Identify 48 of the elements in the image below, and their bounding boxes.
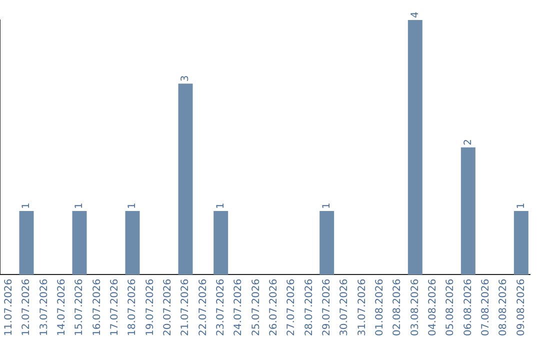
- x-tick-label: 25.07.2026: [250, 278, 262, 336]
- data-label: 1: [516, 202, 527, 210]
- x-tick-label: 03.08.2026: [410, 278, 421, 336]
- data-label: 4: [410, 12, 421, 18]
- x-tick-label: 19.07.2026: [144, 278, 156, 336]
- x-tick-label: 18.07.2026: [127, 278, 138, 336]
- bar: [320, 211, 334, 275]
- x-tick-label: 26.07.2026: [268, 278, 280, 336]
- x-tick-label: 04.08.2026: [427, 278, 438, 336]
- x-tick-label: 21.07.2026: [180, 278, 192, 336]
- x-tick-label: 05.08.2026: [445, 278, 456, 336]
- x-tick-label: 23.07.2026: [215, 278, 226, 336]
- data-label: 1: [127, 202, 138, 210]
- data-label: 1: [21, 202, 32, 210]
- x-tick-label: 15.07.2026: [74, 278, 86, 336]
- x-tick-label: 16.07.2026: [92, 278, 103, 336]
- data-label: 1: [321, 202, 332, 210]
- x-tick-label: 09.08.2026: [516, 278, 527, 336]
- bar: [178, 84, 193, 275]
- x-tick-label: 20.07.2026: [162, 278, 174, 336]
- x-tick-label: 24.07.2026: [233, 278, 244, 336]
- data-label: 3: [180, 75, 192, 82]
- x-tick-label: 11.07.2026: [3, 278, 14, 336]
- x-tick-label: 30.07.2026: [339, 278, 350, 336]
- bar: [19, 211, 34, 275]
- x-tick-label: 17.07.2026: [109, 278, 120, 336]
- bar: [72, 211, 87, 275]
- x-tick-label: 02.08.2026: [392, 278, 404, 336]
- bar: [125, 211, 140, 275]
- x-tick-label: 08.08.2026: [498, 278, 510, 336]
- x-tick-label: 01.08.2026: [374, 278, 386, 336]
- x-tick-label: 29.07.2026: [321, 278, 332, 336]
- x-tick-label: 28.07.2026: [304, 278, 315, 336]
- x-tick-label: 06.08.2026: [462, 278, 474, 336]
- x-tick-label: 27.07.2026: [286, 278, 298, 336]
- x-tick-label: 14.07.2026: [56, 278, 68, 336]
- data-label: 2: [462, 138, 474, 146]
- data-label: 1: [74, 202, 86, 210]
- x-tick-label: 12.07.2026: [21, 278, 32, 336]
- bar: [514, 211, 528, 275]
- bar: [214, 211, 228, 275]
- x-tick-label: 13.07.2026: [38, 278, 50, 336]
- bar: [460, 147, 476, 275]
- x-tick-label: 22.07.2026: [198, 278, 209, 336]
- bar: [408, 20, 422, 275]
- x-tick-label: 07.08.2026: [480, 278, 492, 336]
- data-label: 1: [215, 202, 226, 210]
- x-tick-label: 31.07.2026: [356, 278, 368, 336]
